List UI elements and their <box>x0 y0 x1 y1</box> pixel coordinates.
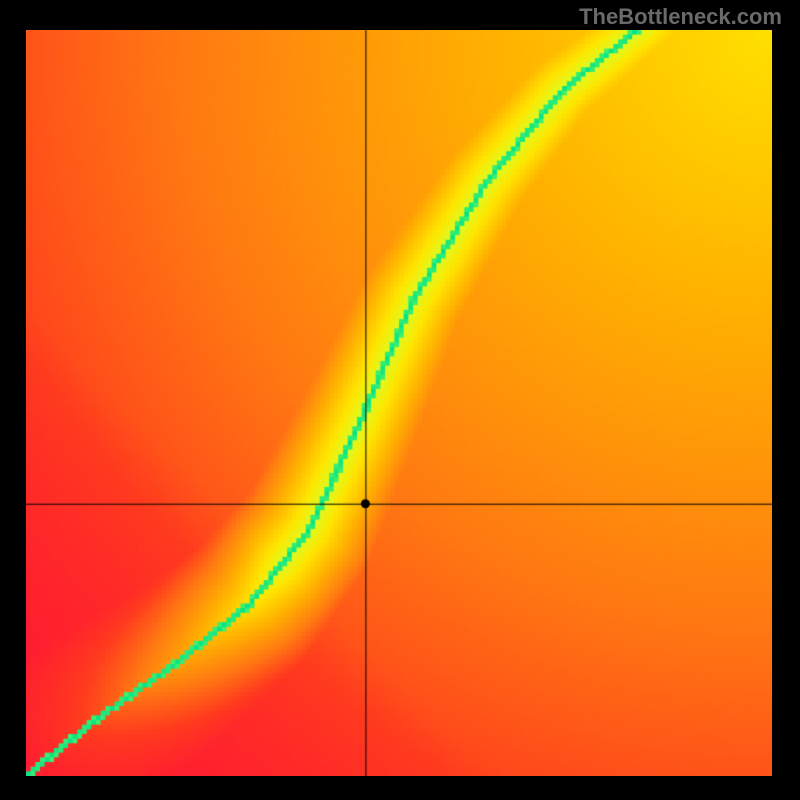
watermark-text: TheBottleneck.com <box>579 4 782 30</box>
bottleneck-heatmap <box>26 30 772 776</box>
